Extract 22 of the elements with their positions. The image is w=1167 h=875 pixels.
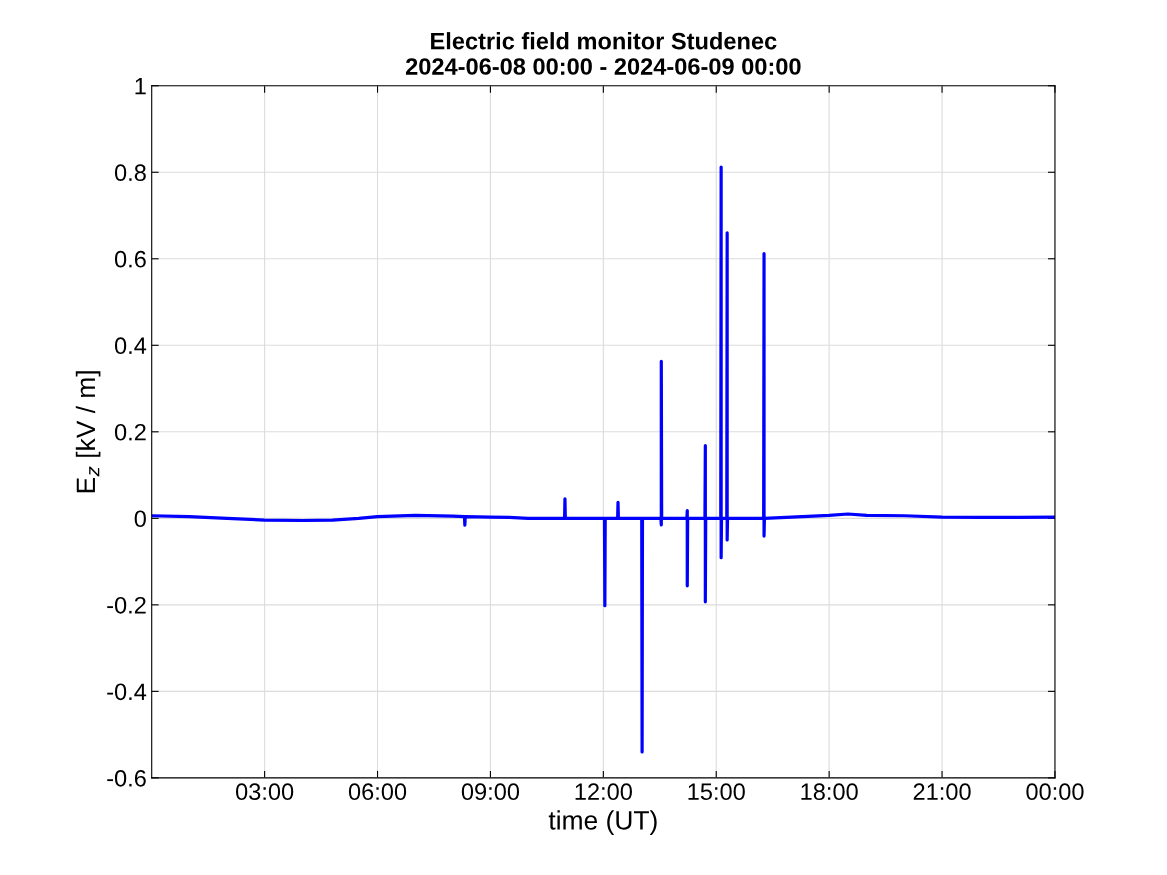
y-tick-label: 0 (134, 510, 146, 528)
x-tick-label: 09:00 (461, 783, 520, 801)
y-tick-label: 0.6 (114, 250, 146, 268)
x-tick-label: 21:00 (913, 783, 971, 801)
y-tick-label: 0.8 (114, 164, 146, 182)
x-tick-label: 00:00 (1026, 783, 1084, 801)
y-tick-label: 1 (135, 78, 146, 95)
x-tick-label: 12:00 (575, 783, 632, 801)
chart-title: Electric field monitor Studenec (431, 32, 777, 50)
y-tick-label: 0.4 (114, 337, 147, 355)
y-tick-label: -0.2 (107, 596, 146, 614)
x-tick-label: 18:00 (801, 783, 858, 801)
y-tick-label: -0.4 (107, 683, 147, 701)
y-tick-label: -0.6 (107, 769, 146, 787)
chart-subtitle: 2024-06-08 00:00 - 2024-06-09 00:00 (405, 58, 801, 75)
x-tick-label: 06:00 (348, 783, 407, 801)
x-tick-label: 03:00 (236, 783, 294, 801)
x-tick-label: 15:00 (688, 783, 745, 801)
y-tick-label: 0.2 (114, 423, 146, 441)
x-axis-title: time (UT) (548, 810, 657, 835)
line-series (151, 165, 1055, 754)
y-axis-title: E$_{z}$ [kV / m] (75, 371, 101, 493)
